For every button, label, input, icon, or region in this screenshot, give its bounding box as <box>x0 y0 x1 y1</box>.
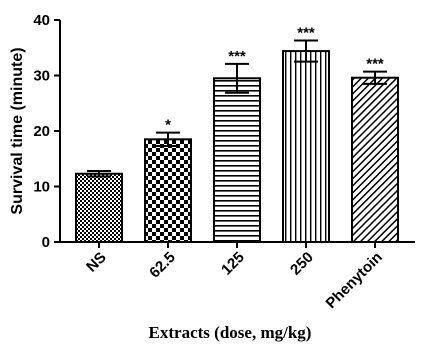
y-tick-label: 30 <box>33 68 50 85</box>
x-tick-label: 250 <box>287 249 317 279</box>
bars <box>75 50 399 244</box>
x-ticks: NS 62.5 125 250 Phenytoin <box>83 242 386 312</box>
y-ticks: 0 10 20 30 40 <box>33 12 60 251</box>
bar-1 <box>75 172 123 243</box>
significance-marks: ********** <box>165 25 384 134</box>
y-axis-label: Survival time (minute) <box>9 47 26 214</box>
bar-2 <box>144 138 192 243</box>
y-tick-label: 10 <box>33 179 50 196</box>
y-tick-label: 40 <box>33 12 50 29</box>
x-tick-label: 62.5 <box>146 249 179 282</box>
significance-label: * <box>165 117 171 134</box>
error-bars <box>87 39 387 178</box>
bar-3 <box>213 77 261 244</box>
bar-4 <box>282 50 330 243</box>
x-tick-label: 125 <box>218 249 248 279</box>
x-axis-label: Extracts (dose, mg/kg) <box>149 323 312 342</box>
significance-label: *** <box>228 48 246 65</box>
x-tick-label: NS <box>83 249 110 276</box>
bar-5 <box>351 76 399 243</box>
y-tick-label: 20 <box>33 123 50 140</box>
y-tick-label: 0 <box>42 234 50 251</box>
x-tick-label: Phenytoin <box>323 249 386 312</box>
significance-label: *** <box>297 25 315 42</box>
significance-label: *** <box>366 56 384 73</box>
